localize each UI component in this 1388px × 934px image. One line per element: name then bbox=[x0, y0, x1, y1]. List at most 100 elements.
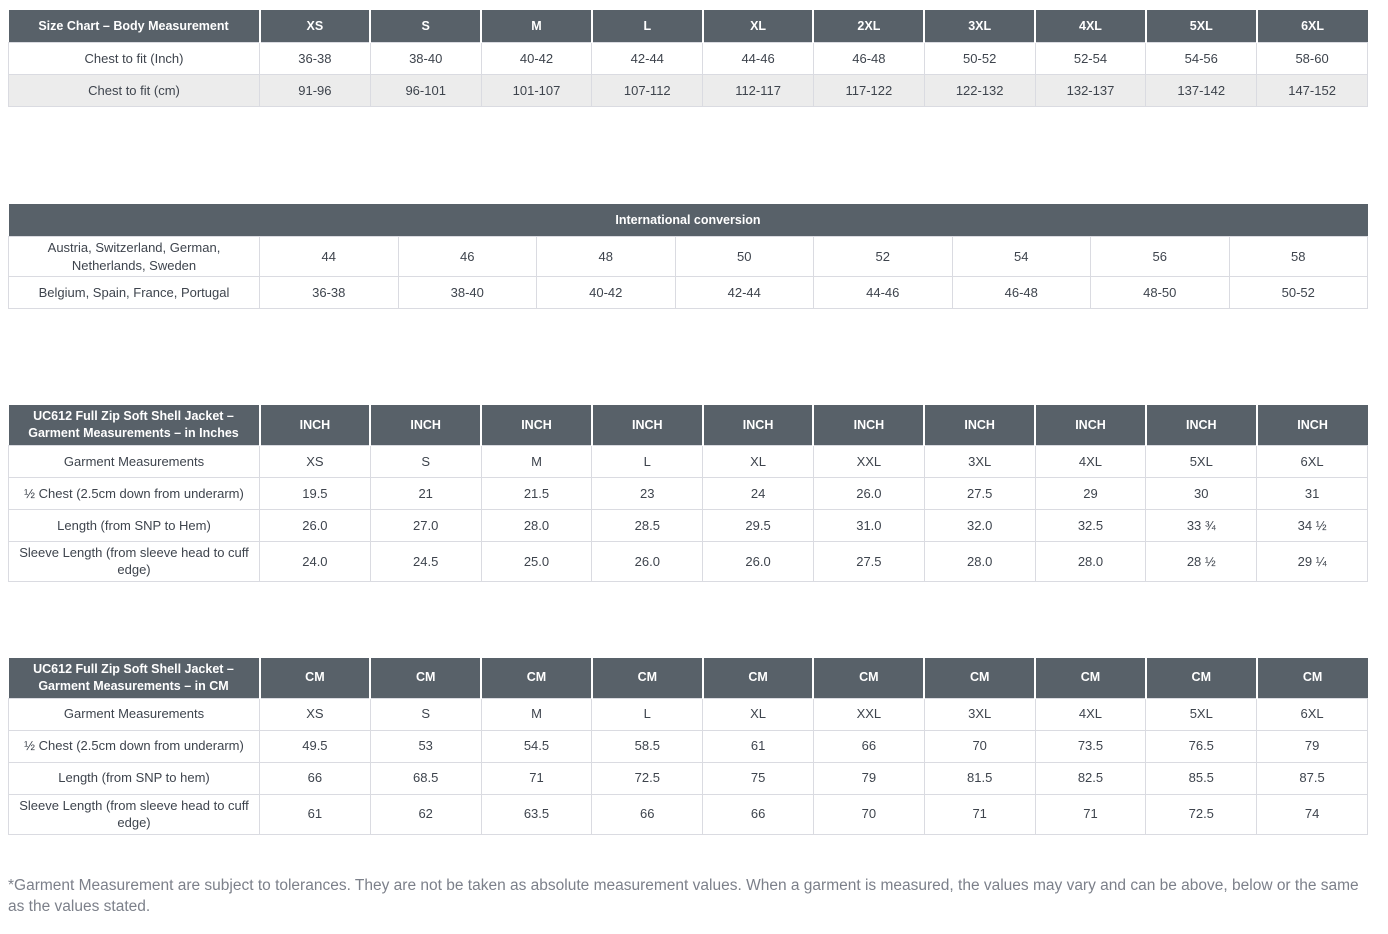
table-row: Chest to fit (cm) 91-96 96-101 101-107 107-1… bbox=[8, 74, 1368, 107]
size-column-header-cell: S bbox=[370, 10, 483, 43]
row-label-cell: Chest to fit (Inch) bbox=[8, 42, 260, 75]
value-cell: 32.0 bbox=[923, 508, 1036, 542]
table-row: Garment Measurements XS S M L XL XXL 3XL 4XL 5XL 6… bbox=[8, 444, 1368, 478]
value-cell: 48 bbox=[536, 235, 676, 278]
value-cell: 26.0 bbox=[591, 540, 704, 582]
size-column-header-cell: 3XL bbox=[924, 10, 1037, 43]
value-cell: 21.5 bbox=[480, 476, 593, 510]
value-cell: S bbox=[369, 444, 482, 478]
value-cell: 50-52 bbox=[1228, 276, 1368, 310]
footnote-text: *Garment Measurement are subject to tole… bbox=[8, 876, 1359, 916]
value-cell: 112-117 bbox=[702, 74, 814, 107]
value-cell: 36-38 bbox=[259, 42, 371, 75]
value-cell: 107-112 bbox=[591, 74, 704, 107]
table-row: ½ Chest (2.5cm down from underarm) 49.5 53… bbox=[8, 729, 1368, 763]
unit-column-header-cell: INCH bbox=[1035, 405, 1147, 446]
table-row: Chest to fit (Inch) 36-38 38-40 40-42 42-44 4… bbox=[8, 42, 1368, 75]
value-cell: 3XL bbox=[923, 697, 1036, 731]
value-cell: 28 ½ bbox=[1145, 540, 1258, 582]
cm-header-row: UC612 Full Zip Soft Shell Jacket – Garme… bbox=[8, 657, 1368, 699]
value-cell: 61 bbox=[259, 793, 371, 835]
value-cell: 33 ¾ bbox=[1145, 508, 1258, 542]
unit-column-header-cell: INCH bbox=[481, 405, 593, 446]
value-cell: 70 bbox=[812, 793, 925, 835]
value-cell: 42-44 bbox=[674, 276, 814, 310]
value-cell: 5XL bbox=[1145, 444, 1258, 478]
body-measurement-header-row: Size Chart – Body Measurement XS S M L XL 2XL… bbox=[8, 10, 1368, 43]
value-cell: 53 bbox=[369, 729, 482, 763]
value-cell: 66 bbox=[702, 793, 814, 835]
value-cell: 61 bbox=[702, 729, 814, 763]
garment-measurements-inches-table: UC612 Full Zip Soft Shell Jacket – Garme… bbox=[8, 405, 1368, 582]
value-cell: 40-42 bbox=[480, 42, 593, 75]
inches-header-row: UC612 Full Zip Soft Shell Jacket – Garme… bbox=[8, 405, 1368, 446]
unit-column-header-cell: INCH bbox=[1145, 405, 1258, 446]
value-cell: 46-48 bbox=[812, 42, 925, 75]
value-cell: 52-54 bbox=[1034, 42, 1147, 75]
value-cell: 6XL bbox=[1256, 697, 1368, 731]
unit-column-header-cell: CM bbox=[481, 657, 593, 699]
value-cell: 29 ¼ bbox=[1256, 540, 1368, 582]
table-row: Belgium, Spain, France, Portugal 36-38 38-… bbox=[8, 276, 1368, 310]
value-cell: 137-142 bbox=[1145, 74, 1258, 107]
value-cell: 42-44 bbox=[591, 42, 704, 75]
row-label-cell: Belgium, Spain, France, Portugal bbox=[8, 276, 260, 310]
value-cell: 81.5 bbox=[923, 761, 1036, 795]
value-cell: XL bbox=[702, 444, 814, 478]
value-cell: 66 bbox=[591, 793, 704, 835]
value-cell: 6XL bbox=[1256, 444, 1368, 478]
value-cell: 58-60 bbox=[1256, 42, 1368, 75]
value-cell: 34 ½ bbox=[1256, 508, 1368, 542]
international-rows: Austria, Switzerland, German, Netherland… bbox=[8, 235, 1368, 310]
value-cell: 50 bbox=[674, 235, 814, 278]
table-row: Length (from SNP to hem) 66 68.5 71 72.5 75 79… bbox=[8, 761, 1368, 795]
table-title-cell: UC612 Full Zip Soft Shell Jacket – Garme… bbox=[8, 657, 261, 699]
value-cell: 117-122 bbox=[812, 74, 925, 107]
row-label-cell: Sleeve Length (from sleeve head to cuff … bbox=[8, 540, 260, 582]
value-cell: 54-56 bbox=[1145, 42, 1258, 75]
unit-column-header-cell: CM bbox=[1256, 657, 1368, 699]
value-cell: 66 bbox=[812, 729, 925, 763]
table-row: Sleeve Length (from sleeve head to cuff … bbox=[8, 793, 1368, 835]
value-cell: 29 bbox=[1034, 476, 1147, 510]
table-title-cell: Size Chart – Body Measurement bbox=[8, 10, 261, 43]
size-column-header-cell: M bbox=[481, 10, 593, 43]
table-title-cell: International conversion bbox=[8, 204, 1368, 237]
value-cell: 24.0 bbox=[259, 540, 371, 582]
value-cell: 44 bbox=[259, 235, 399, 278]
unit-column-header-cell: CM bbox=[1035, 657, 1147, 699]
value-cell: 62 bbox=[369, 793, 482, 835]
value-cell: 26.0 bbox=[812, 476, 925, 510]
value-cell: XS bbox=[259, 697, 371, 731]
value-cell: 5XL bbox=[1145, 697, 1258, 731]
size-column-header-cell: 6XL bbox=[1256, 10, 1368, 43]
value-cell: 38-40 bbox=[369, 42, 482, 75]
value-cell: 31 bbox=[1256, 476, 1368, 510]
value-cell: 147-152 bbox=[1256, 74, 1368, 107]
cm-rows: Garment Measurements XS S M L XL XXL 3XL 4XL 5XL 6… bbox=[8, 697, 1368, 835]
row-label-cell: ½ Chest (2.5cm down from underarm) bbox=[8, 476, 260, 510]
value-cell: 71 bbox=[480, 761, 593, 795]
international-conversion-table: International conversion Austria, Switze… bbox=[8, 204, 1368, 310]
value-cell: 79 bbox=[812, 761, 925, 795]
value-cell: 54.5 bbox=[480, 729, 593, 763]
value-cell: XL bbox=[702, 697, 814, 731]
row-label-cell: Length (from SNP to Hem) bbox=[8, 508, 260, 542]
value-cell: 28.0 bbox=[1034, 540, 1147, 582]
value-cell: 26.0 bbox=[702, 540, 814, 582]
unit-column-header-cell: INCH bbox=[813, 405, 926, 446]
value-cell: 68.5 bbox=[369, 761, 482, 795]
value-cell: 23 bbox=[591, 476, 704, 510]
value-cell: 19.5 bbox=[259, 476, 371, 510]
value-cell: 29.5 bbox=[702, 508, 814, 542]
value-cell: 73.5 bbox=[1034, 729, 1147, 763]
value-cell: 21 bbox=[369, 476, 482, 510]
unit-column-header-cell: CM bbox=[259, 657, 372, 699]
value-cell: 27.0 bbox=[369, 508, 482, 542]
inches-rows: Garment Measurements XS S M L XL XXL 3XL 4XL 5XL 6… bbox=[8, 444, 1368, 582]
size-column-header-cell: 4XL bbox=[1035, 10, 1147, 43]
value-cell: 40-42 bbox=[536, 276, 676, 310]
value-cell: 58.5 bbox=[591, 729, 704, 763]
unit-column-header-cell: CM bbox=[702, 657, 815, 699]
value-cell: XXL bbox=[812, 697, 925, 731]
